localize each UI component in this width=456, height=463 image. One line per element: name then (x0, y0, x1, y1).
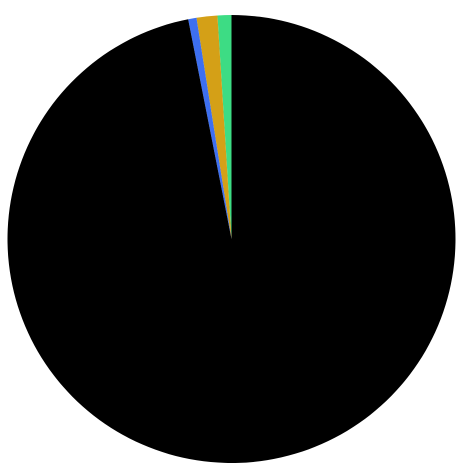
pie-slice-3 (188, 17, 232, 239)
pie-slice-2 (196, 15, 232, 239)
pie-slice-4 (7, 15, 456, 463)
pie-slice-1 (217, 15, 232, 239)
